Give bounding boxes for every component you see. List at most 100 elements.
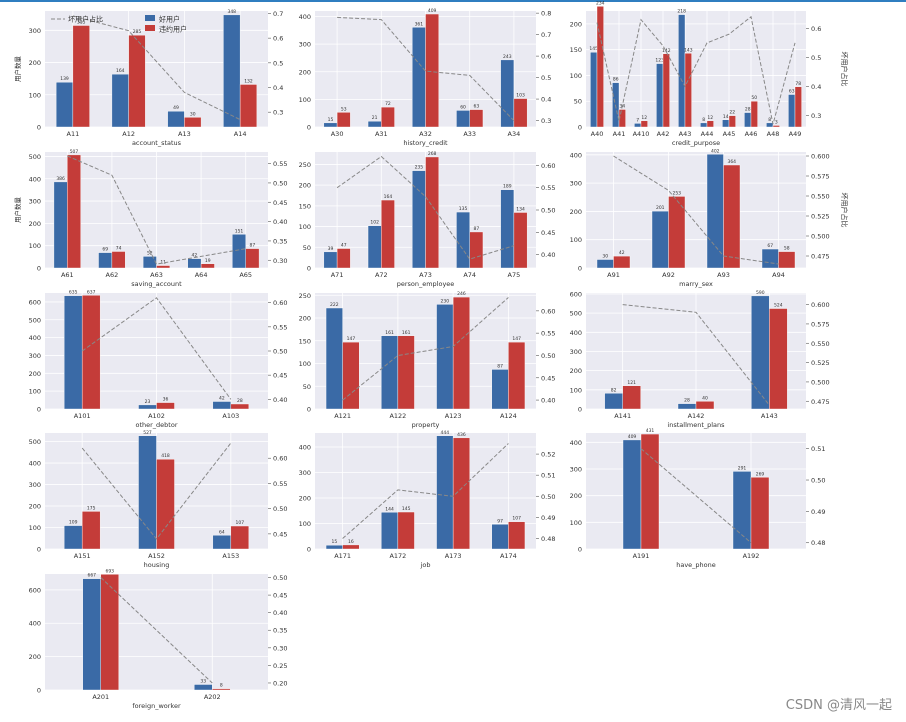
x-tick-label: A153 [222,552,239,560]
bar-value-label: 87 [473,226,479,232]
bar-bad [750,101,758,128]
ratio-line [342,443,509,539]
y2-tick-label: 0.45 [273,530,287,538]
x-tick-label: A143 [761,412,778,420]
y-tick-label: 100 [299,223,311,231]
subplot-other_debtor: 0 100 200 300 400 500 600 0.40 0.45 0.50 0.55 0.60 6… [29,289,288,429]
bar-good [323,251,338,269]
y2-tick-label: 0.500 [811,378,830,386]
x-tick-label: A142 [688,412,705,420]
bar-good [744,112,752,128]
bar-bad [342,544,360,550]
bar-good [187,258,202,269]
x-axis-label: marry_sex [679,280,713,288]
bar-value-label: 102 [370,220,379,226]
subplot-property: 0 50 100 150 200 250 0.40 0.45 0.50 0.55 0.60 222 16… [299,291,556,429]
y2-tick-label: 0.55 [273,480,287,488]
bar-bad [100,574,119,691]
y2-tick-label: 0.50 [811,477,825,485]
bar-good [590,52,598,128]
y-tick-label: 400 [570,439,582,447]
ratio-line [81,442,232,540]
x-tick-label: A49 [789,130,802,138]
bar-value-label: 23 [145,399,151,405]
bar-good [63,525,83,550]
y-tick-label: 400 [29,460,41,468]
y2-tick-label: 0.40 [541,251,555,259]
ratio-line [596,15,796,125]
y2-tick-label: 0.45 [541,229,555,237]
y2-tick-label: 0.6 [811,25,821,33]
bar-good [500,189,515,269]
bar-bad [381,199,395,269]
bar-bad [425,156,439,269]
bar-bad [640,433,660,550]
bar-value-label: 74 [116,245,122,251]
y-tick-label: 100 [570,72,582,80]
bar-value-label: 8 [768,117,771,123]
y2-tick-label: 0.525 [811,359,830,367]
bar-value-label: 222 [330,302,339,308]
x-axis-label: saving_account [131,280,182,288]
bar-value-label: 30 [190,111,196,117]
bar-value-label: 524 [774,303,783,309]
subplot-installment_plans: 0 100 200 300 400 500 600 0.475 0.500 0.525 0.550 0… [570,290,830,429]
bar-value-label: 107 [236,520,245,526]
ratio-line [100,577,213,684]
ratio-line [342,297,509,401]
x-tick-label: A33 [463,130,476,138]
x-tick-label: A30 [331,130,344,138]
y2-tick-label: 0.600 [811,301,830,309]
subplot-credit_purpose: 0501001502000.30.40.50.61458671232188142… [570,0,849,147]
y-tick-label: 200 [299,315,311,323]
legend-good-label: 好用户 [159,15,180,24]
x-tick-label: A141 [614,412,631,420]
x-tick-label: A63 [150,271,163,279]
bar-bad [769,308,788,410]
subplot-account_status: 0 100 200 300 0.3 0.4 0.5 0.6 0.7 139 164 49 348 315 2… [13,9,283,147]
bar-value-label: 189 [503,184,512,190]
y2-tick-label: 0.48 [541,535,555,543]
bar-value-label: 50 [751,95,757,101]
y2-tick-label: 0.55 [541,330,555,338]
legend-bad-label: 违约用户 [159,25,187,34]
bar-value-label: 151 [235,228,244,234]
bar-value-label: 134 [516,206,525,212]
y2-tick-label: 0.35 [273,237,287,245]
bar-good [596,259,614,269]
y2-tick-label: 0.4 [541,96,551,104]
bar-value-label: 36 [163,397,169,403]
bar-good [111,73,129,128]
bar-value-label: 121 [627,380,636,386]
x-tick-label: A74 [463,271,476,279]
y2-tick-label: 0.55 [273,160,287,168]
bar-value-label: 246 [457,291,466,297]
bar-value-label: 527 [143,430,152,436]
y-tick-label: 300 [29,481,41,489]
y2-tick-label: 0.500 [811,233,830,241]
bar-bad [156,265,171,269]
x-tick-label: A73 [419,271,432,279]
bar-value-label: 28 [237,398,243,404]
subplot-marry_sex: 0 100 200 300 400 0.475 0.500 0.525 0.550 0.575 0.… [570,148,849,288]
y-tick-label: 100 [299,360,311,368]
subplot-have_phone: 0 100 200 300 400 0.48 0.49 0.50 0.51 409 291 431 26… [570,428,826,569]
y-tick-label: 200 [570,20,582,28]
bar-value-label: 143 [684,47,693,53]
bar-good [604,393,623,410]
x-tick-label: A101 [74,412,91,420]
subplot-person_employee: 0 50 100 150 200 250 0.40 0.45 0.50 0.55 0.60 39 102… [299,151,556,288]
bar-value-label: 49 [173,105,179,111]
y-tick-label: 300 [29,352,41,360]
bar-value-label: 268 [428,151,437,157]
y2-tick-label: 0.550 [811,193,830,201]
bar-good [700,122,708,128]
bar-value-label: 67 [767,243,773,249]
bar-value-label: 234 [596,0,605,6]
bar-value-label: 235 [415,165,424,171]
y2-tick-label: 0.52 [541,451,555,459]
y-tick-label: 250 [299,292,311,300]
bar-bad [156,402,175,410]
y2-axis-label: 坏用户占比 [840,193,849,228]
